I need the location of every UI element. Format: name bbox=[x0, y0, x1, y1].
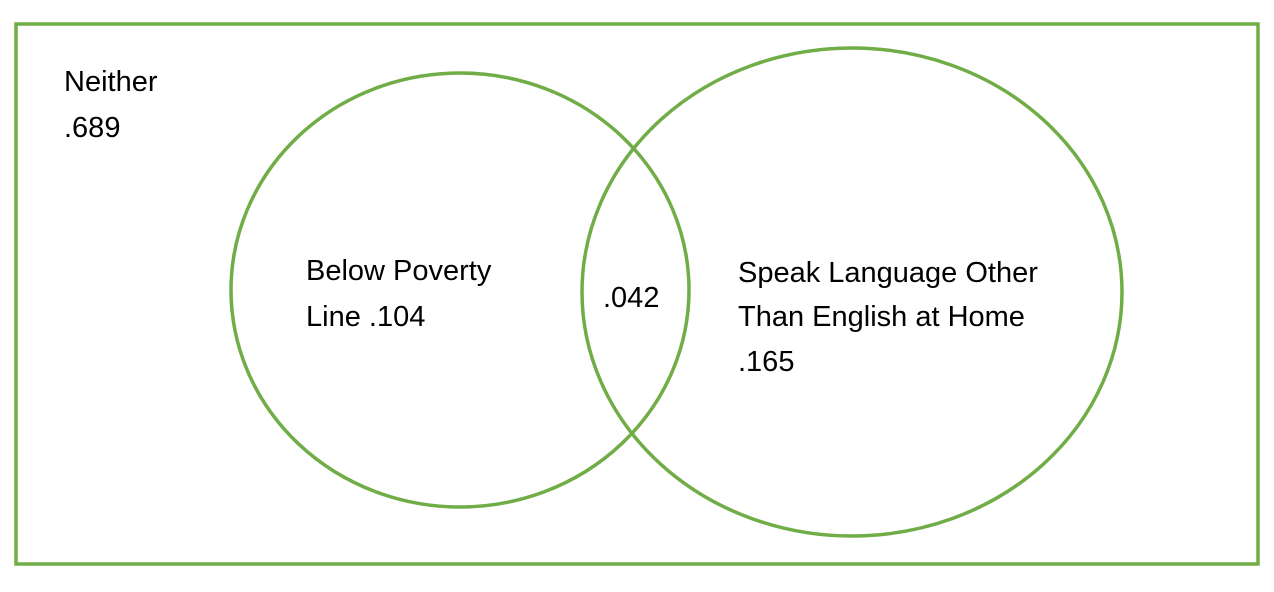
neither-label: Neither bbox=[64, 66, 158, 98]
below-poverty-label-line-1: Below Poverty bbox=[306, 255, 492, 287]
set-circle-other-language bbox=[580, 46, 1124, 538]
other-language-label-line-2: Than English at Home bbox=[738, 301, 1025, 333]
neither-value: .689 bbox=[64, 112, 120, 144]
below-poverty-label-line-2: Line .104 bbox=[306, 301, 425, 333]
universe-boundary bbox=[14, 22, 1260, 566]
other-language-label-line-3: .165 bbox=[738, 346, 794, 378]
set-circle-below-poverty bbox=[229, 71, 691, 509]
other-language-label-line-1: Speak Language Other bbox=[738, 257, 1038, 289]
intersection-value: .042 bbox=[603, 282, 659, 314]
